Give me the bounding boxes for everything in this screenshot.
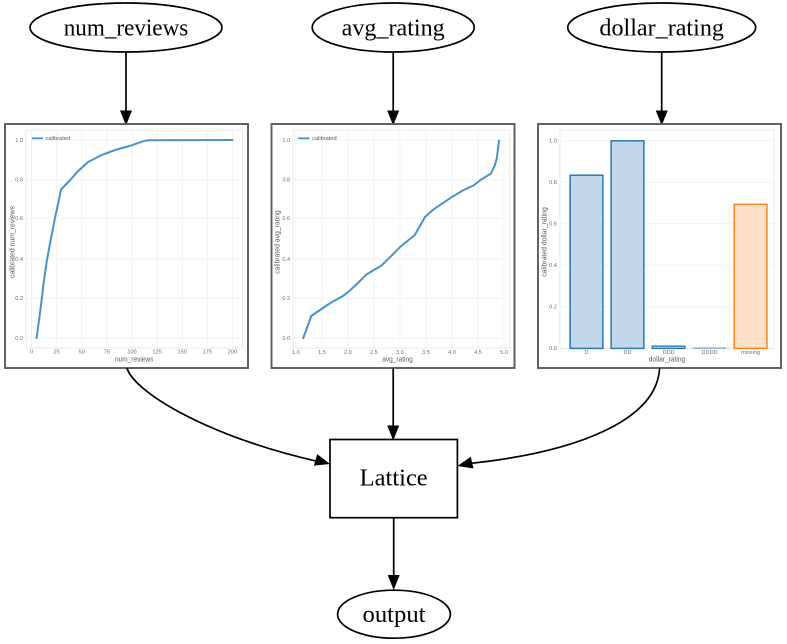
- svg-text:150: 150: [178, 350, 187, 356]
- svg-text:output: output: [363, 602, 426, 628]
- svg-text:0.2: 0.2: [282, 296, 290, 302]
- svg-text:num_reviews: num_reviews: [64, 16, 189, 42]
- svg-text:50: 50: [79, 350, 85, 356]
- svg-text:4.5: 4.5: [474, 350, 482, 356]
- svg-text:75: 75: [104, 350, 110, 356]
- svg-text:1.0: 1.0: [549, 138, 557, 144]
- svg-text:calibrated avg_rating: calibrated avg_rating: [274, 210, 281, 274]
- svg-text:175: 175: [203, 350, 212, 356]
- svg-text:missing: missing: [741, 350, 760, 356]
- svg-text:0.0: 0.0: [549, 346, 557, 352]
- svg-text:DDD: DDD: [663, 350, 675, 356]
- svg-text:3.5: 3.5: [422, 350, 430, 356]
- svg-text:avg_rating: avg_rating: [382, 356, 413, 363]
- svg-text:0.8: 0.8: [15, 178, 23, 184]
- svg-text:calibrated num_reviews: calibrated num_reviews: [9, 205, 16, 278]
- svg-text:0.4: 0.4: [15, 257, 23, 263]
- svg-text:DDDD: DDDD: [702, 350, 718, 356]
- svg-text:25: 25: [54, 350, 60, 356]
- svg-text:Lattice: Lattice: [360, 466, 428, 492]
- svg-text:dollar_rating: dollar_rating: [599, 16, 724, 42]
- svg-text:0.4: 0.4: [282, 257, 290, 263]
- svg-text:1.0: 1.0: [15, 138, 23, 144]
- svg-text:0.4: 0.4: [549, 263, 557, 269]
- svg-text:200: 200: [228, 350, 237, 356]
- svg-text:0.0: 0.0: [282, 336, 290, 342]
- svg-text:100: 100: [127, 350, 136, 356]
- svg-text:avg_rating: avg_rating: [342, 16, 445, 42]
- svg-text:dollar_rating: dollar_rating: [649, 356, 686, 363]
- svg-text:2.0: 2.0: [344, 350, 352, 356]
- svg-text:num_reviews: num_reviews: [115, 356, 154, 363]
- svg-text:5.0: 5.0: [500, 350, 508, 356]
- svg-text:D: D: [584, 350, 588, 356]
- svg-text:0.2: 0.2: [15, 296, 23, 302]
- svg-text:4.0: 4.0: [448, 350, 456, 356]
- svg-text:125: 125: [152, 350, 161, 356]
- svg-text:0.6: 0.6: [282, 216, 290, 222]
- svg-text:2.5: 2.5: [370, 350, 378, 356]
- svg-text:DD: DD: [623, 350, 631, 356]
- svg-text:calibrated dollar_rating: calibrated dollar_rating: [542, 207, 549, 277]
- svg-text:1.5: 1.5: [318, 350, 326, 356]
- svg-text:3.0: 3.0: [396, 350, 404, 356]
- svg-text:0.6: 0.6: [549, 222, 557, 228]
- svg-text:0.8: 0.8: [282, 178, 290, 184]
- svg-text:0.8: 0.8: [549, 180, 557, 186]
- svg-text:calibrated: calibrated: [312, 136, 337, 142]
- svg-text:1.0: 1.0: [282, 138, 290, 144]
- svg-text:0.6: 0.6: [15, 216, 23, 222]
- svg-text:calibrated: calibrated: [46, 136, 71, 142]
- svg-text:0.2: 0.2: [549, 305, 557, 311]
- svg-text:0: 0: [30, 350, 33, 356]
- svg-text:1.0: 1.0: [292, 350, 300, 356]
- svg-text:0.0: 0.0: [15, 336, 23, 342]
